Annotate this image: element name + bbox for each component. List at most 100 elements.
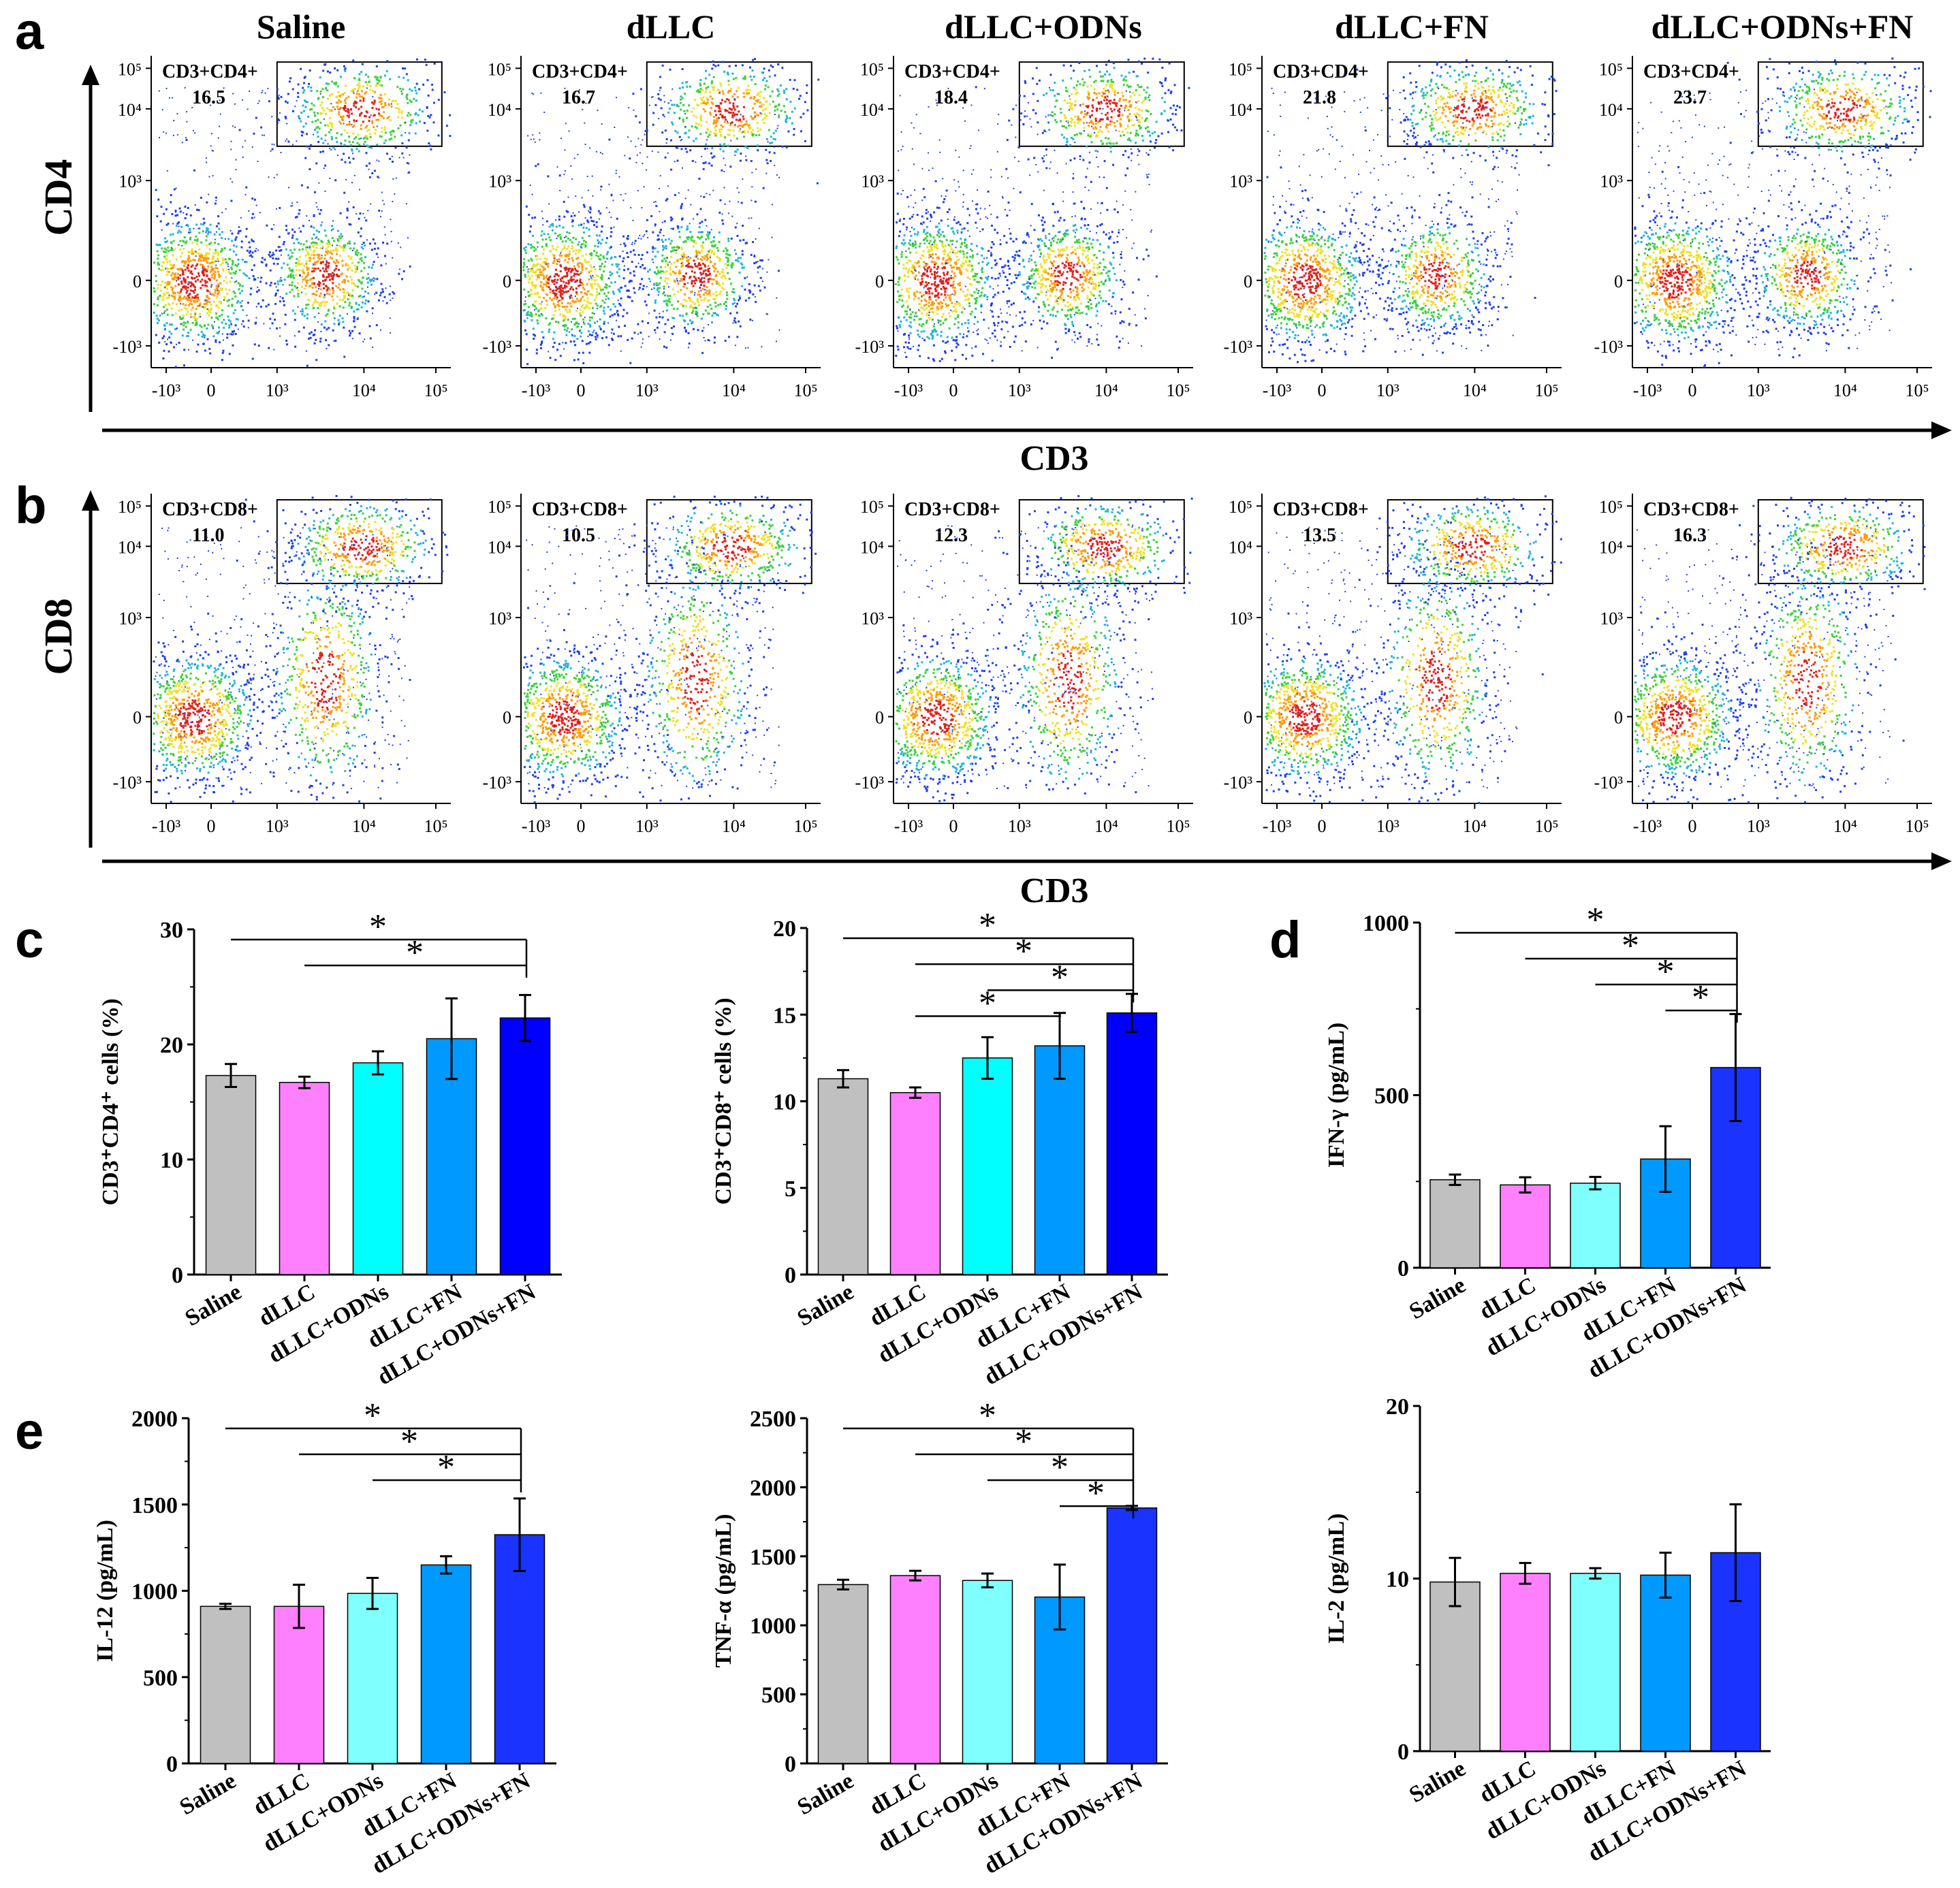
bar <box>280 1083 330 1275</box>
significance-star: * <box>1087 1474 1105 1513</box>
x-tick-label: 0 <box>1688 816 1697 836</box>
significance-star: * <box>406 933 424 972</box>
y-tick-label: 10⁵ <box>118 59 142 79</box>
category-label: dLLC+ODNs <box>874 1768 1002 1857</box>
y-tick-label: 1000 <box>131 1580 178 1605</box>
y-tick-label: 10³ <box>118 609 142 628</box>
y-tick-label: 0 <box>1614 272 1623 291</box>
significance-star: * <box>1015 1422 1032 1461</box>
x-tick-label: 0 <box>577 816 586 836</box>
category-label: Saline <box>1405 1756 1470 1808</box>
category-label: Saline <box>793 1279 858 1331</box>
y-tick-label: 0 <box>503 708 511 728</box>
y-axis-arrow-head <box>82 65 99 85</box>
x-axis-arrow-head <box>1931 421 1952 439</box>
x-tick-label: 0 <box>1688 381 1697 400</box>
y-axis-label: CD3⁺CD8⁺ cells (%) <box>711 997 736 1204</box>
gate-percentage: 12.3 <box>934 525 968 546</box>
bar <box>1570 1573 1620 1751</box>
y-tick-label: 0 <box>133 708 142 728</box>
y-tick-label: 0 <box>875 272 884 291</box>
y-tick-label: 10⁴ <box>1229 100 1252 120</box>
y-axis-label: TNF-α (pg/mL) <box>711 1514 736 1668</box>
gate-label: CD3+CD8+ <box>1273 499 1369 520</box>
bar <box>201 1606 251 1763</box>
y-tick-label: 0 <box>1614 708 1623 728</box>
y-tick-label: 10⁵ <box>1599 497 1623 517</box>
x-tick-label: 10³ <box>1008 381 1031 400</box>
y-tick-label: 30 <box>160 918 183 943</box>
y-tick-label: 10 <box>1386 1567 1409 1593</box>
y-tick-label: -10³ <box>1224 773 1253 793</box>
panel-label-a: a <box>15 3 44 61</box>
group-header: Saline <box>257 7 346 46</box>
group-header: dLLC <box>627 7 716 46</box>
gate-percentage: 11.0 <box>192 525 224 546</box>
category-label: Saline <box>793 1768 858 1820</box>
x-tick-label: 10³ <box>1747 816 1770 836</box>
y-tick-label: 0 <box>1244 272 1252 291</box>
bar <box>206 1076 256 1275</box>
x-tick-label: 10⁴ <box>1463 816 1487 836</box>
y-tick-label: 0 <box>133 272 142 291</box>
significance-star: * <box>369 908 387 946</box>
panel-label-d: d <box>1269 911 1301 969</box>
y-tick-label: 10 <box>773 1090 796 1115</box>
x-tick-label: -10³ <box>1263 381 1292 400</box>
y-tick-label: 10³ <box>861 609 884 628</box>
x-axis-arrow-head <box>1931 852 1952 870</box>
x-tick-label: -10³ <box>1633 381 1662 400</box>
gate-percentage: 23.7 <box>1673 87 1707 108</box>
bar <box>274 1606 324 1763</box>
panel-label-e: e <box>15 1403 44 1460</box>
gate-label: CD3+CD4+ <box>162 61 258 82</box>
bar <box>1430 1180 1480 1268</box>
y-tick-label: -10³ <box>113 773 142 793</box>
x-tick-label: 10⁵ <box>1166 381 1190 400</box>
gate-label: CD3+CD8+ <box>162 499 258 520</box>
x-tick-label: 0 <box>949 816 958 836</box>
flow-y-axis-label: CD8 <box>36 598 80 675</box>
y-tick-label: 10⁵ <box>1229 59 1252 79</box>
bar <box>819 1078 868 1275</box>
y-tick-label: -10³ <box>1594 773 1624 793</box>
gate-percentage: 16.5 <box>192 87 225 108</box>
x-tick-label: 10⁵ <box>1166 816 1190 836</box>
x-tick-label: -10³ <box>152 816 181 836</box>
gate-label: CD3+CD4+ <box>1273 61 1369 82</box>
y-tick-label: 20 <box>160 1033 183 1058</box>
y-tick-label: 0 <box>785 1752 796 1777</box>
y-tick-label: 10³ <box>1229 609 1252 628</box>
y-tick-label: -10³ <box>483 773 512 793</box>
gate-percentage: 16.7 <box>562 87 595 108</box>
x-tick-label: 10⁴ <box>722 816 746 836</box>
y-tick-label: 2000 <box>131 1407 178 1432</box>
significance-star: * <box>1657 953 1675 991</box>
y-tick-label: 10⁴ <box>488 100 511 120</box>
group-header: dLLC+ODNs <box>945 7 1142 46</box>
y-tick-label: 0 <box>875 708 884 728</box>
x-tick-label: 10⁴ <box>352 816 376 836</box>
y-tick-label: 10⁵ <box>860 59 884 79</box>
y-tick-label: 10³ <box>488 609 511 628</box>
bar <box>1500 1185 1550 1268</box>
significance-star: * <box>979 906 996 945</box>
y-tick-label: 10⁴ <box>1229 537 1252 557</box>
y-tick-label: 15 <box>773 1003 796 1028</box>
gate-box <box>1758 62 1923 146</box>
y-tick-label: 1000 <box>1363 911 1409 936</box>
x-tick-label: 10³ <box>1008 816 1031 836</box>
y-tick-label: 10³ <box>861 172 884 191</box>
x-tick-label: 10⁵ <box>424 816 447 836</box>
y-tick-label: 10³ <box>118 172 142 191</box>
x-tick-label: 10³ <box>635 381 659 400</box>
